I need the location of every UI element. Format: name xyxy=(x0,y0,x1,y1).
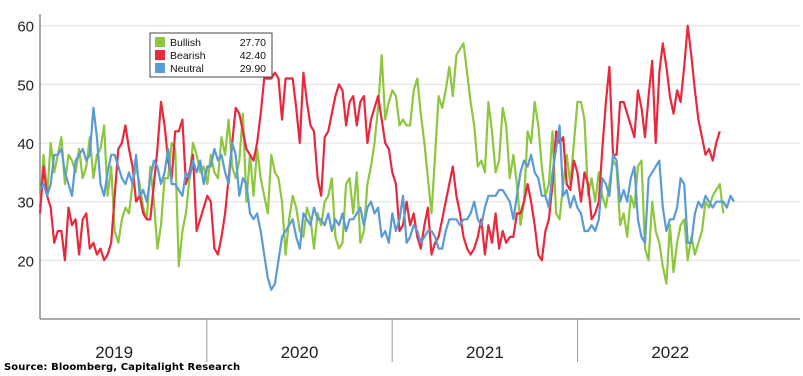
legend-value-bullish: 27.70 xyxy=(240,37,266,49)
legend-swatch-bearish xyxy=(155,50,165,60)
series-line-neutral xyxy=(39,106,735,291)
source-note: Source: Bloomberg, Capitalight Research xyxy=(4,362,241,373)
legend-value-neutral: 29.90 xyxy=(240,63,266,75)
legend-value-bearish: 42.40 xyxy=(240,50,266,62)
legend-swatch-neutral xyxy=(155,63,165,73)
legend-label-neutral: Neutral xyxy=(170,63,204,75)
x-year-label-2019: 2019 xyxy=(95,343,133,362)
x-year-label-2022: 2022 xyxy=(651,343,689,362)
series-line-bearish xyxy=(38,24,721,262)
x-year-label-2020: 2020 xyxy=(281,343,319,362)
x-year-label-2021: 2021 xyxy=(466,343,504,362)
legend-label-bullish: Bullish xyxy=(170,37,201,49)
series-line-bullish xyxy=(38,42,725,285)
y-tick-label: 30 xyxy=(17,195,34,212)
y-tick-label: 20 xyxy=(17,253,34,270)
y-tick-label: 40 xyxy=(17,136,34,153)
legend-box xyxy=(149,32,273,78)
y-tick-label: 50 xyxy=(17,77,34,94)
sentiment-line-chart: 20 30 40 50 60 2019 2020 2021 2022 Bullish 27.70 Be… xyxy=(17,14,800,362)
y-tick-label: 60 xyxy=(17,19,34,36)
legend-swatch-bullish xyxy=(155,37,165,47)
legend-label-bearish: Bearish xyxy=(170,50,206,62)
